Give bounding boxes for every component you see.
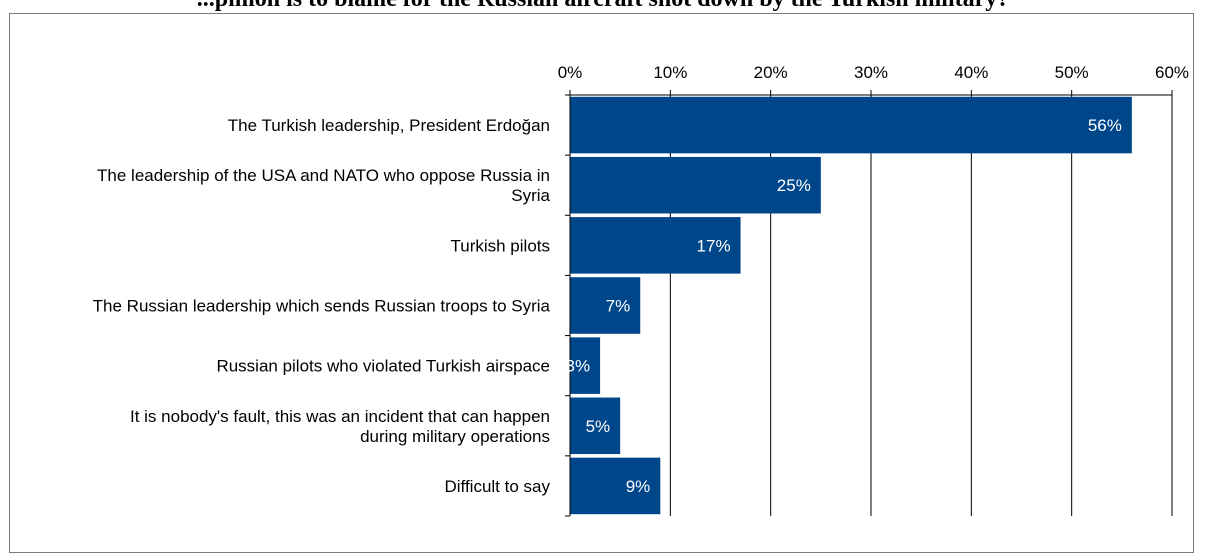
data-label: 5% — [586, 417, 611, 436]
bar — [570, 397, 621, 455]
axes — [565, 90, 1173, 517]
category-label: Russian pilots who violated Turkish airs… — [216, 357, 550, 376]
data-label: 56% — [1088, 116, 1122, 135]
bar — [570, 277, 641, 334]
category-label: The leadership of the USA and NATO who o… — [97, 166, 550, 185]
chart-title: ...pinion is to blame for the Russian ai… — [0, 0, 1206, 13]
x-tick-label: 10% — [653, 63, 687, 82]
category-label: Syria — [511, 186, 550, 205]
x-tick-label: 50% — [1055, 63, 1089, 82]
x-tick-label: 20% — [754, 63, 788, 82]
data-label: 17% — [697, 236, 731, 255]
bar — [570, 337, 601, 394]
data-label: 25% — [777, 176, 811, 195]
bar — [570, 217, 741, 274]
category-label: The Russian leadership which sends Russi… — [93, 297, 551, 316]
bar — [570, 457, 661, 515]
category-label: Difficult to say — [444, 477, 550, 496]
data-label: 9% — [626, 477, 651, 496]
chart-frame — [9, 13, 1194, 553]
category-label: It is nobody's fault, this was an incide… — [130, 407, 550, 426]
x-tick-label: 40% — [954, 63, 988, 82]
data-label: 7% — [606, 297, 631, 316]
category-label: during military operations — [360, 427, 550, 446]
data-label: 3% — [566, 357, 591, 376]
bar — [570, 96, 1132, 154]
category-label: The Turkish leadership, President Erdoğa… — [228, 116, 550, 135]
x-tick-label: 0% — [558, 63, 583, 82]
labels: 0% 10% 20% 30% 40% 50% 60% 56% The Turkish leade… — [93, 63, 1189, 496]
x-tick-label: 30% — [854, 63, 888, 82]
bars — [570, 96, 1132, 515]
bar — [570, 156, 821, 214]
category-label: Turkish pilots — [450, 236, 550, 255]
x-tick-label: 60% — [1155, 63, 1189, 82]
